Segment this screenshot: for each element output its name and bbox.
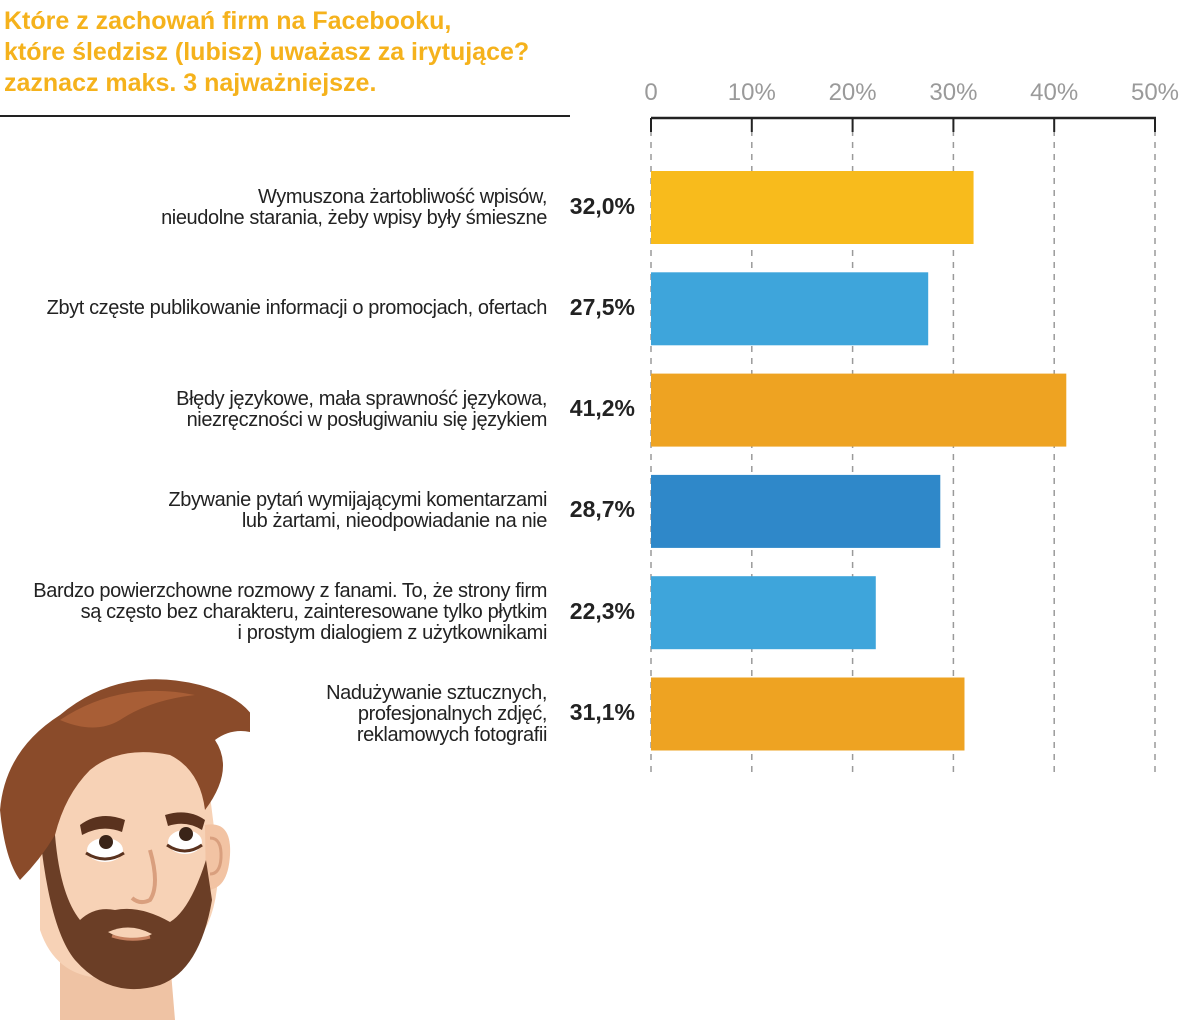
value-label-3: 28,7% — [569, 496, 635, 523]
value-label-5: 31,1% — [569, 699, 635, 725]
tick-label-4: 40% — [1030, 79, 1078, 106]
bar-chart: 0 10% 20% 30% 40% 50% — [644, 79, 1179, 772]
category-label-1: Zbyt częste publikowanie informacji o pr… — [0, 297, 548, 320]
value-label-1: 27,5% — [569, 293, 635, 320]
category-label-2-line-0: Błędy językowe, mała sprawność językowa, — [176, 388, 547, 411]
category-label-3: Zbywanie pytań wymijającymi komentarzami… — [0, 490, 547, 532]
bar-4 — [651, 576, 876, 650]
title-line-2: które śledzisz (lubisz) uważasz za irytu… — [4, 38, 530, 66]
title-line-3: zaznacz maks. 3 najważniejsze. — [4, 69, 377, 97]
bar-5 — [651, 677, 965, 751]
tick-label-2: 20% — [829, 79, 877, 106]
category-label-4-line-0: Bardzo powierzchowne rozmowy z fanami. T… — [33, 580, 547, 603]
bar-0 — [651, 171, 974, 244]
chart-title: Które z zachowań firm na Facebooku, któr… — [4, 6, 604, 99]
value-label-0: 32,0% — [569, 192, 635, 219]
bar-1 — [651, 272, 929, 346]
category-label-2: Błędy językowe, mała sprawność językowa,… — [0, 389, 547, 431]
category-label-4-line-1: są często bez charakteru, zainteresowane… — [80, 601, 548, 624]
category-label-5-line-0: Nadużywanie sztucznych, — [326, 681, 547, 704]
category-label-3-line-1: lub żartami, nieodpowiadanie na nie — [241, 510, 548, 533]
category-label-5-line-1: profesjonalnych zdjęć, — [357, 702, 547, 725]
value-label-2: 41,2% — [569, 395, 635, 422]
tick-label-5: 50% — [1131, 79, 1179, 106]
category-label-2-line-1: niezręczności w posługiwaniu się językie… — [186, 409, 548, 432]
title-divider — [0, 115, 570, 117]
bar-2 — [651, 373, 1067, 447]
title-line-1: Które z zachowań firm na Facebooku, — [4, 7, 452, 35]
value-label-4: 22,3% — [569, 597, 635, 624]
bearded-man-rolling-eyes-icon — [0, 679, 250, 1020]
category-label-0-line-1: nieudolne starania, żeby wpisy były śmie… — [161, 206, 547, 229]
tick-label-3: 30% — [929, 79, 977, 106]
category-label-5-line-2: reklamowych fotografii — [356, 723, 548, 746]
tick-label-1: 10% — [728, 79, 776, 106]
category-label-1-line-0: Zbyt częste publikowanie informacji o pr… — [46, 297, 548, 320]
category-label-3-line-0: Zbywanie pytań wymijającymi komentarzami — [168, 489, 547, 512]
bar-3 — [651, 474, 941, 548]
category-label-0-line-0: Wymuszona żartobliwość wpisów, — [257, 185, 547, 208]
category-label-0: Wymuszona żartobliwość wpisów, nieudolne … — [0, 185, 547, 229]
category-label-4: Bardzo powierzchowne rozmowy z fanami. T… — [0, 581, 547, 644]
category-label-5: Nadużywanie sztucznych, profesjonalnych z… — [0, 681, 548, 746]
tick-label-0: 0 — [644, 79, 657, 106]
category-label-4-line-2: i prostym dialogiem z użytkownikami — [237, 622, 548, 645]
